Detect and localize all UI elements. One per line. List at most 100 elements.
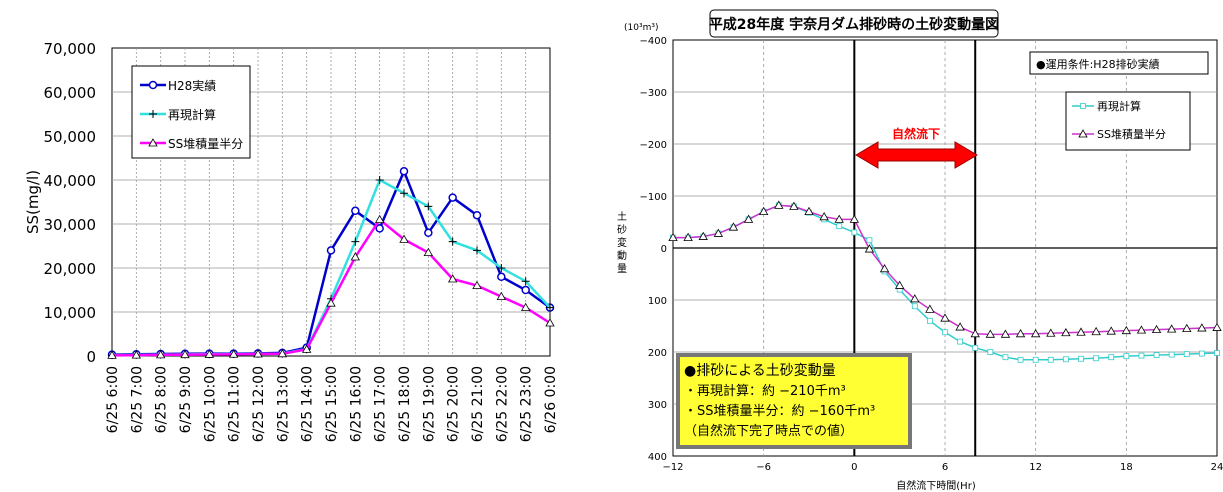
legend-marker	[148, 80, 158, 90]
data-point	[424, 202, 433, 211]
y-tick-label: −300	[640, 88, 667, 99]
y-tick-label: 20,000	[44, 260, 97, 278]
info-box: ●排砂による土砂変動量 ・再現計算：約 −210千m³ ・SS堆積量半分：約 −…	[676, 353, 912, 449]
x-tick-label: 6/25 9:00	[178, 366, 194, 433]
data-point	[849, 214, 860, 223]
data-point	[496, 291, 507, 301]
data-point	[155, 350, 166, 359]
data-point	[940, 313, 950, 322]
data-point	[987, 349, 994, 355]
data-point	[774, 200, 784, 209]
x-tick-label: 6/26 0:00	[543, 366, 559, 433]
data-point	[326, 298, 336, 307]
data-point	[1062, 356, 1069, 363]
data-point	[866, 237, 873, 244]
data-point	[520, 302, 531, 312]
data-point	[758, 206, 769, 216]
data-point	[546, 303, 554, 312]
arrow-label: 自然流下	[892, 126, 940, 141]
condition-box	[1029, 51, 1209, 75]
x-tick-label: 6/25 20:00	[446, 366, 462, 442]
data-point	[713, 228, 724, 237]
y-label-char: 量	[617, 263, 627, 275]
data-point	[970, 328, 980, 338]
data-point	[1212, 322, 1222, 331]
y-label-char: 土	[617, 210, 627, 223]
data-point	[472, 280, 482, 290]
x-tick-labels: 6/25 6:00 6/25 7:00 6/25 8:00 6/25 9:00 6/25…	[105, 366, 559, 442]
x-tick-label: 6	[942, 462, 948, 473]
y-tick-label: 0	[86, 348, 96, 366]
x-tick-label: 6/25 8:00	[154, 366, 170, 433]
x-tick-label: 12	[1029, 462, 1042, 473]
data-point	[1183, 351, 1190, 357]
data-point	[545, 318, 555, 327]
data-point	[1151, 324, 1162, 334]
data-point	[955, 322, 965, 331]
data-point	[301, 344, 312, 353]
data-point	[1108, 354, 1115, 361]
data-point	[926, 317, 933, 324]
y-tick-label: −200	[640, 140, 667, 151]
y-axis-label: SS(mg/l)	[24, 170, 42, 234]
legend-marker	[1078, 129, 1088, 138]
data-point	[1017, 356, 1024, 363]
y-label-char: 動	[617, 249, 627, 262]
data-point	[277, 348, 288, 358]
y-tick-label: 10,000	[44, 304, 97, 322]
double-arrow-icon	[855, 141, 978, 169]
data-point	[1138, 352, 1145, 359]
x-tick-label: −6	[756, 462, 771, 473]
data-point	[1153, 352, 1160, 359]
x-tick-label: 0	[851, 462, 857, 473]
title-box	[709, 9, 999, 38]
data-point	[375, 224, 384, 233]
info-line-3: （自然流下完了時点での値）	[684, 423, 853, 439]
x-tick-label: 6/25 7:00	[129, 366, 145, 433]
data-point	[1106, 326, 1116, 335]
data-point	[698, 231, 708, 240]
data-point	[1015, 328, 1026, 338]
data-point	[1198, 350, 1205, 357]
y-tick-label: −400	[640, 36, 667, 47]
y-tick-labels: 0 10,000 20,000 30,000 40,000 50,000 60,000 70,…	[44, 40, 97, 366]
data-point	[447, 274, 458, 283]
y-tick-label: 100	[648, 296, 667, 307]
data-point	[253, 349, 263, 358]
x-tick-label: 6/25 23:00	[519, 366, 535, 442]
data-point	[1078, 355, 1084, 362]
data-point	[399, 166, 409, 176]
y-tick-label: 60,000	[44, 84, 97, 102]
data-point	[350, 252, 361, 261]
data-point	[375, 176, 384, 184]
legend-label: 再現計算	[168, 107, 216, 122]
ss-concentration-chart: 0 10,000 20,000 30,000 40,000 50,000 60,000 70,…	[24, 40, 559, 442]
x-tick-label: 18	[1120, 462, 1133, 473]
y-tick-label: 40,000	[44, 172, 97, 190]
data-point	[1000, 329, 1011, 338]
natural-flow-arrow: 自然流下	[855, 126, 978, 169]
data-point	[228, 349, 239, 358]
x-tick-label: 6/25 22:00	[494, 366, 510, 442]
data-point	[910, 294, 920, 303]
data-point	[1121, 325, 1132, 335]
data-point	[1030, 328, 1041, 338]
legend-marker	[1080, 103, 1086, 109]
y-tick-label: 30,000	[44, 216, 97, 234]
legend-label: 再現計算	[1097, 99, 1141, 113]
x-tick-label: 6/25 12:00	[251, 366, 267, 442]
y-tick-label: 400	[648, 452, 667, 463]
data-point	[351, 206, 360, 216]
data-point	[743, 214, 754, 223]
data-point	[424, 228, 433, 238]
series-group	[107, 166, 555, 360]
data-point	[400, 189, 408, 198]
data-point	[131, 350, 142, 359]
data-point	[180, 349, 190, 359]
data-point	[789, 201, 799, 210]
series-SS堆積量半分	[107, 214, 555, 359]
y-tick-label: 50,000	[44, 128, 97, 146]
series-SS堆積量半分	[668, 200, 1222, 338]
chart-title: 平成28年度 宇奈月ダム排砂時の土砂変動量図	[709, 16, 999, 33]
